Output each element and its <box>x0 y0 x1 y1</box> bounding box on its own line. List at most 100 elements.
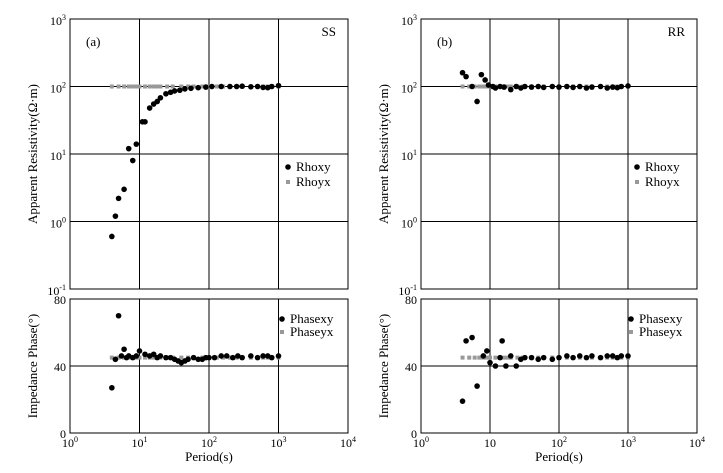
data-point-rhoxy <box>209 83 215 90</box>
data-point-rhoyx <box>179 84 184 89</box>
data-point-phasexy <box>609 353 616 359</box>
legend-marker <box>286 180 290 184</box>
phase-y-tick-label: 0 <box>60 427 66 441</box>
data-point-rhoxy <box>609 84 616 90</box>
resistivity-y-axis-label: Apparent Resistivity(Ω·m) <box>376 84 391 224</box>
series-phasexy <box>459 334 631 404</box>
data-point-phasexy <box>121 346 127 353</box>
data-point-rhoyx <box>214 84 219 89</box>
data-point-rhoxy <box>583 85 590 91</box>
resistivity-y-tick-label: 100 <box>50 216 66 231</box>
data-point-rhoxy <box>625 83 631 89</box>
data-point-rhoxy <box>171 88 178 94</box>
data-point-rhoyx <box>155 84 160 89</box>
corner-label: RR <box>668 24 686 39</box>
data-point-phasexy <box>115 312 122 319</box>
data-point-phasexy <box>223 353 230 359</box>
panel-label: (a) <box>86 34 100 49</box>
x-tick-label: 104 <box>689 435 705 450</box>
data-point-rhoxy <box>109 233 115 240</box>
data-point-rhoxy <box>260 84 266 91</box>
data-point-phasexy <box>211 354 218 361</box>
legend-label: Rhoxy <box>296 159 331 174</box>
data-point-phaseyx <box>505 355 510 360</box>
data-point-rhoyx <box>116 84 121 89</box>
data-point-rhoyx <box>186 84 191 89</box>
resistivity-y-tick-label: 100 <box>401 216 417 231</box>
data-point-rhoxy <box>618 83 625 90</box>
data-point-rhoxy <box>233 83 240 90</box>
data-point-phasexy <box>618 353 625 359</box>
data-point-phasexy <box>535 356 542 363</box>
x-tick-label: 102 <box>551 435 567 450</box>
data-point-phasexy <box>463 338 469 344</box>
panel-a: Apparent Resistivity(Ω·m) (a) SS RhoxyRhoyx… <box>25 18 349 464</box>
data-point-rhoxy <box>501 84 507 90</box>
legend-label: Phaseyx <box>639 324 683 339</box>
data-point-phaseyx <box>109 355 114 360</box>
data-point-rhoxy <box>218 83 225 90</box>
legend-label: Phasexy <box>290 311 334 326</box>
data-point-phasexy <box>185 356 191 363</box>
data-point-phaseyx <box>502 355 507 360</box>
legend-marker <box>628 316 634 322</box>
phase-y-tick-label: 80 <box>54 293 66 307</box>
data-point-rhoxy <box>129 157 136 164</box>
resistivity-y-tick-label: 103 <box>50 13 66 28</box>
data-point-rhoxy <box>459 69 466 76</box>
data-point-rhoyx <box>109 84 114 89</box>
data-point-phasexy <box>163 354 169 361</box>
data-point-phasexy <box>190 354 197 361</box>
resistivity-y-axis-label: Apparent Resistivity(Ω·m) <box>25 84 40 224</box>
data-point-phasexy <box>229 354 236 361</box>
data-point-phasexy <box>497 354 503 361</box>
resistivity-y-tick-label: 10-1 <box>398 283 417 298</box>
data-point-phasexy <box>583 354 590 361</box>
phase-y-tick-label: 40 <box>405 360 417 374</box>
data-point-phasexy <box>218 353 225 359</box>
data-point-phasexy <box>118 353 125 359</box>
series-rhoxy <box>109 82 282 240</box>
data-point-phasexy <box>239 354 245 361</box>
data-point-phasexy <box>480 353 487 359</box>
data-point-phasexy <box>275 353 282 359</box>
data-point-rhoxy <box>146 105 153 111</box>
panel-label: (b) <box>437 34 452 49</box>
data-point-rhoyx <box>191 84 196 89</box>
resistivity-y-tick-label: 101 <box>50 148 66 163</box>
legend-marker <box>629 330 633 334</box>
data-point-rhoxy <box>482 77 488 83</box>
data-point-phaseyx <box>227 355 232 360</box>
data-point-phasexy <box>576 353 583 359</box>
data-point-rhoxy <box>576 83 583 90</box>
data-point-phasexy <box>597 354 604 361</box>
data-point-rhoxy <box>597 83 604 90</box>
data-point-phasexy <box>564 353 570 359</box>
phase-frame <box>420 298 698 434</box>
data-point-phasexy <box>492 363 499 369</box>
data-point-phaseyx <box>179 355 184 360</box>
data-point-rhoxy <box>121 186 127 193</box>
data-point-rhoyx <box>137 84 142 89</box>
phase-frame <box>69 298 349 434</box>
data-point-phaseyx <box>493 355 498 360</box>
phase-y-tick-label: 40 <box>54 360 66 374</box>
legend-marker <box>279 316 285 322</box>
data-point-rhoxy <box>478 71 485 78</box>
data-point-phasexy <box>549 356 556 363</box>
data-point-phasexy <box>109 384 115 391</box>
data-point-phaseyx <box>488 355 492 360</box>
x-tick-label: 103 <box>271 435 287 450</box>
data-point-rhoxy <box>535 83 542 90</box>
data-point-rhoxy <box>154 98 161 105</box>
resistivity-frame <box>420 18 698 290</box>
data-point-rhoxy <box>469 83 475 90</box>
data-point-phasexy <box>459 398 466 404</box>
data-point-phasexy <box>522 354 528 361</box>
data-point-phaseyx <box>137 355 142 360</box>
phase-y-tick-label: 0 <box>411 427 417 441</box>
